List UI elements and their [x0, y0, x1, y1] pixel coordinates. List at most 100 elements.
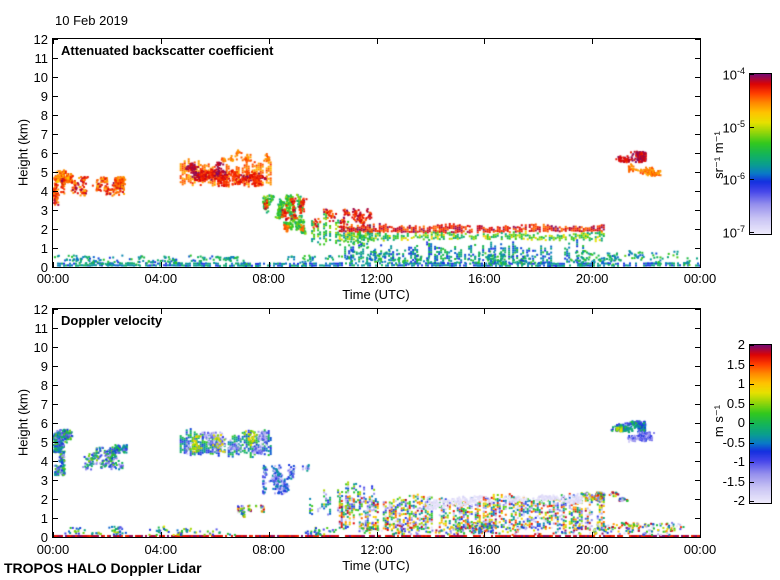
colorbar-tick-label: -2: [733, 493, 745, 508]
y-tick-label: 5: [40, 435, 48, 450]
x-tick-mark: [268, 532, 270, 537]
colorbar-tick-label: 10-7: [722, 224, 745, 241]
colorbar-tick-mark: [750, 126, 754, 128]
colorbar-tick-label: 2: [737, 337, 745, 352]
y-tick-mark: [695, 77, 700, 78]
x-tick-label: 00:00: [683, 271, 717, 286]
y-tick-mark: [53, 134, 58, 135]
x-tick-mark: [376, 532, 378, 537]
colorbar-tick-label: -0.5: [722, 434, 745, 450]
y-tick-mark: [53, 191, 58, 192]
x-tick-mark: [700, 309, 701, 314]
x-tick-mark: [160, 309, 162, 314]
x-tick-mark: [376, 39, 378, 44]
y-tick-mark: [695, 499, 700, 500]
y-tick-mark: [53, 115, 58, 116]
x-tick-mark: [700, 262, 701, 267]
backscatter-xaxis-title: Time (UTC): [342, 287, 410, 302]
x-tick-mark: [592, 39, 594, 44]
colorbar-tick-label: 0.5: [726, 395, 745, 411]
x-tick-mark: [376, 262, 378, 267]
y-tick-label: 7: [40, 127, 48, 142]
x-tick-mark: [53, 532, 54, 537]
y-tick-mark: [53, 461, 58, 462]
colorbar-tick-mark: [750, 364, 754, 366]
y-tick-mark: [695, 153, 700, 154]
velocity-xaxis-title: Time (UTC): [342, 558, 410, 573]
y-tick-mark: [53, 328, 58, 329]
y-tick-mark: [53, 267, 58, 268]
x-tick-mark: [484, 309, 486, 314]
x-tick-label: 16:00: [468, 542, 501, 557]
y-tick-mark: [695, 328, 700, 329]
x-tick-mark: [53, 262, 54, 267]
x-tick-mark: [700, 532, 701, 537]
x-tick-mark: [376, 309, 378, 314]
y-tick-mark: [695, 461, 700, 462]
y-tick-label: 2: [40, 222, 48, 237]
y-tick-mark: [53, 210, 58, 211]
y-tick-mark: [695, 442, 700, 443]
y-tick-mark: [695, 172, 700, 173]
y-tick-mark: [695, 347, 700, 348]
backscatter-panel-title: Attenuated backscatter coefficient: [61, 43, 274, 58]
y-tick-label: 2: [40, 492, 48, 507]
colorbar-tick-label: 10-6: [722, 171, 745, 188]
y-tick-label: 6: [40, 146, 48, 161]
x-tick-mark: [592, 309, 594, 314]
y-tick-label: 1: [40, 511, 48, 526]
velocity-panel-title: Doppler velocity: [61, 313, 163, 328]
colorbar-tick-mark: [750, 74, 754, 75]
x-tick-label: 20:00: [575, 542, 609, 557]
y-tick-mark: [695, 366, 700, 367]
y-tick-mark: [53, 77, 58, 78]
colorbar-tick-label: 10-5: [722, 118, 745, 135]
y-tick-mark: [53, 96, 58, 97]
y-tick-label: 12: [33, 302, 48, 317]
y-tick-mark: [695, 480, 700, 481]
y-tick-mark: [53, 39, 58, 40]
x-tick-mark: [592, 262, 594, 267]
y-tick-label: 4: [40, 454, 48, 469]
y-tick-label: 8: [40, 108, 48, 123]
y-tick-label: 1: [40, 241, 48, 256]
x-tick-label: 20:00: [575, 271, 609, 286]
x-tick-mark: [160, 262, 162, 267]
y-tick-mark: [53, 172, 58, 173]
x-tick-label: 08:00: [252, 542, 285, 557]
x-tick-label: 12:00: [360, 542, 393, 557]
y-tick-label: 7: [40, 397, 48, 412]
y-tick-mark: [695, 385, 700, 386]
x-tick-label: 04:00: [144, 542, 178, 557]
y-tick-mark: [695, 96, 700, 97]
colorbar-tick-label: -1: [733, 454, 745, 469]
colorbar-tick-mark: [750, 462, 754, 463]
y-tick-mark: [53, 518, 58, 519]
x-tick-mark: [268, 309, 270, 314]
y-tick-mark: [53, 309, 58, 310]
colorbar-tick-mark: [750, 403, 754, 405]
backscatter-colorbar-gradient: [750, 74, 771, 234]
colorbar-tick-mark: [750, 179, 754, 181]
backscatter-panel: Attenuated backscatter coefficient: [52, 38, 701, 268]
y-tick-mark: [695, 134, 700, 135]
backscatter-heatmap: [53, 39, 700, 267]
colorbar-tick-mark: [750, 232, 754, 233]
y-tick-mark: [53, 537, 58, 538]
x-tick-mark: [53, 309, 54, 314]
figure-date: 10 Feb 2019: [55, 13, 129, 28]
y-tick-mark: [695, 309, 700, 310]
y-tick-mark: [53, 347, 58, 348]
y-tick-label: 9: [40, 359, 48, 374]
y-tick-label: 5: [40, 165, 48, 180]
x-tick-label: 04:00: [144, 271, 178, 286]
y-tick-label: 0: [40, 530, 48, 545]
x-tick-mark: [484, 262, 486, 267]
y-tick-mark: [695, 537, 700, 538]
y-tick-mark: [695, 404, 700, 405]
x-tick-label: 00:00: [683, 542, 717, 557]
colorbar-tick-label: 10-4: [722, 66, 745, 83]
y-tick-mark: [53, 480, 58, 481]
y-tick-label: 3: [40, 203, 48, 218]
y-tick-label: 9: [40, 89, 48, 104]
